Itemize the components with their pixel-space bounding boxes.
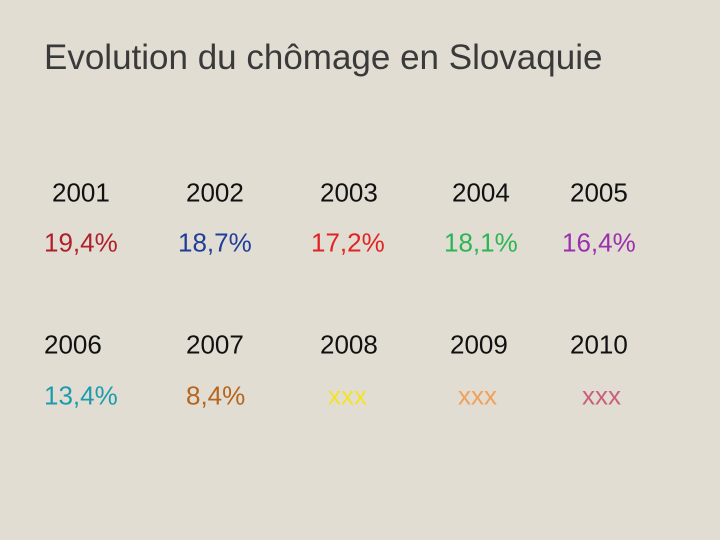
year-2010: 2010	[570, 329, 628, 360]
rate-2009: xxx	[458, 380, 497, 411]
year-2006: 2006	[44, 329, 102, 360]
year-2007: 2007	[186, 329, 244, 360]
rate-2004: 18,1%	[444, 227, 518, 258]
rate-2001: 19,4%	[44, 227, 118, 258]
rate-2003: 17,2%	[311, 227, 385, 258]
rate-2010: xxx	[582, 380, 621, 411]
year-2002: 2002	[186, 177, 244, 208]
slide-title: Evolution du chômage en Slovaquie	[44, 38, 603, 77]
year-2009: 2009	[450, 329, 508, 360]
rate-2008: xxx	[328, 380, 367, 411]
year-2001: 2001	[52, 177, 110, 208]
rate-2007: 8,4%	[186, 380, 246, 411]
year-2004: 2004	[452, 177, 510, 208]
rate-2002: 18,7%	[178, 227, 252, 258]
year-2003: 2003	[320, 177, 378, 208]
year-2005: 2005	[570, 177, 628, 208]
rate-2006: 13,4%	[44, 380, 118, 411]
rate-2005: 16,4%	[562, 227, 636, 258]
year-2008: 2008	[320, 329, 378, 360]
